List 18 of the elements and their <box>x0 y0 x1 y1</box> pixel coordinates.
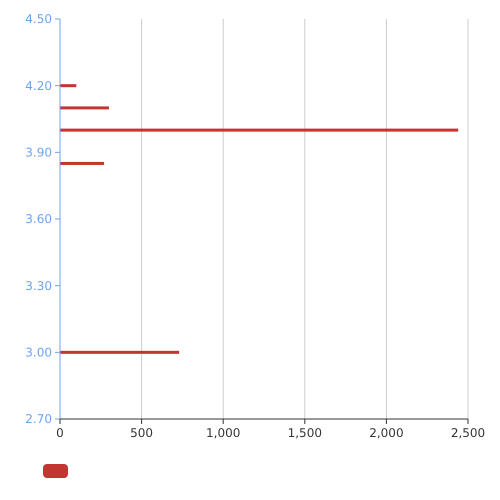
x-tick-label: 2,500 <box>450 426 486 440</box>
x-tick-label: 1,500 <box>288 426 322 440</box>
x-tick-label: 2,000 <box>369 426 404 440</box>
y-tick-label: 3.90 <box>25 146 52 160</box>
y-tick-label: 3.60 <box>25 212 52 226</box>
y-tick-label: 4.50 <box>25 12 52 26</box>
y-tick-label: 3.30 <box>25 278 52 293</box>
bar <box>60 162 104 165</box>
y-tick-label: 3.00 <box>25 346 52 360</box>
y-tick-label: 2.70 <box>25 412 52 426</box>
bar <box>60 350 180 354</box>
x-tick-label: 1,000 <box>206 426 240 440</box>
x-tick-label: 0 <box>56 426 64 440</box>
bar <box>60 84 76 88</box>
y-tick-label: 4.20 <box>25 78 52 93</box>
bar <box>60 106 109 110</box>
x-tick-label: 500 <box>130 426 154 440</box>
bar <box>60 128 458 132</box>
